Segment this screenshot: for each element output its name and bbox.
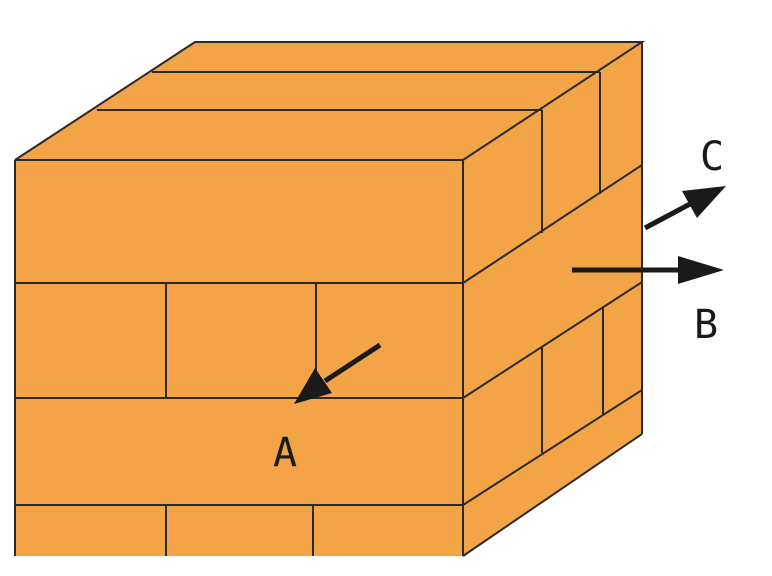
arrow-c-head bbox=[682, 186, 726, 218]
label-b: B bbox=[694, 302, 718, 348]
right-face bbox=[463, 42, 642, 556]
bottom-right-edge bbox=[462, 433, 643, 557]
arrow-a bbox=[294, 342, 382, 404]
label-a: A bbox=[273, 430, 297, 476]
arrow-c bbox=[643, 186, 726, 231]
arrow-a-shaft bbox=[323, 342, 382, 384]
front-face bbox=[15, 160, 463, 556]
label-c: C bbox=[700, 134, 724, 180]
right-course-line bbox=[462, 281, 643, 399]
right-face-mortar-lines bbox=[462, 72, 643, 506]
arrow-c-shaft bbox=[643, 201, 692, 231]
front-face-mortar-lines bbox=[15, 282, 463, 556]
cube-outline bbox=[14, 41, 646, 557]
right-course-line bbox=[462, 164, 643, 284]
cube-faces bbox=[15, 42, 642, 556]
arrow-b bbox=[572, 256, 724, 284]
arrow-a-head bbox=[294, 368, 332, 404]
arrow-b-head bbox=[678, 256, 724, 284]
top-face-mortar-lines bbox=[97, 71, 600, 111]
right-course-line bbox=[462, 389, 643, 506]
